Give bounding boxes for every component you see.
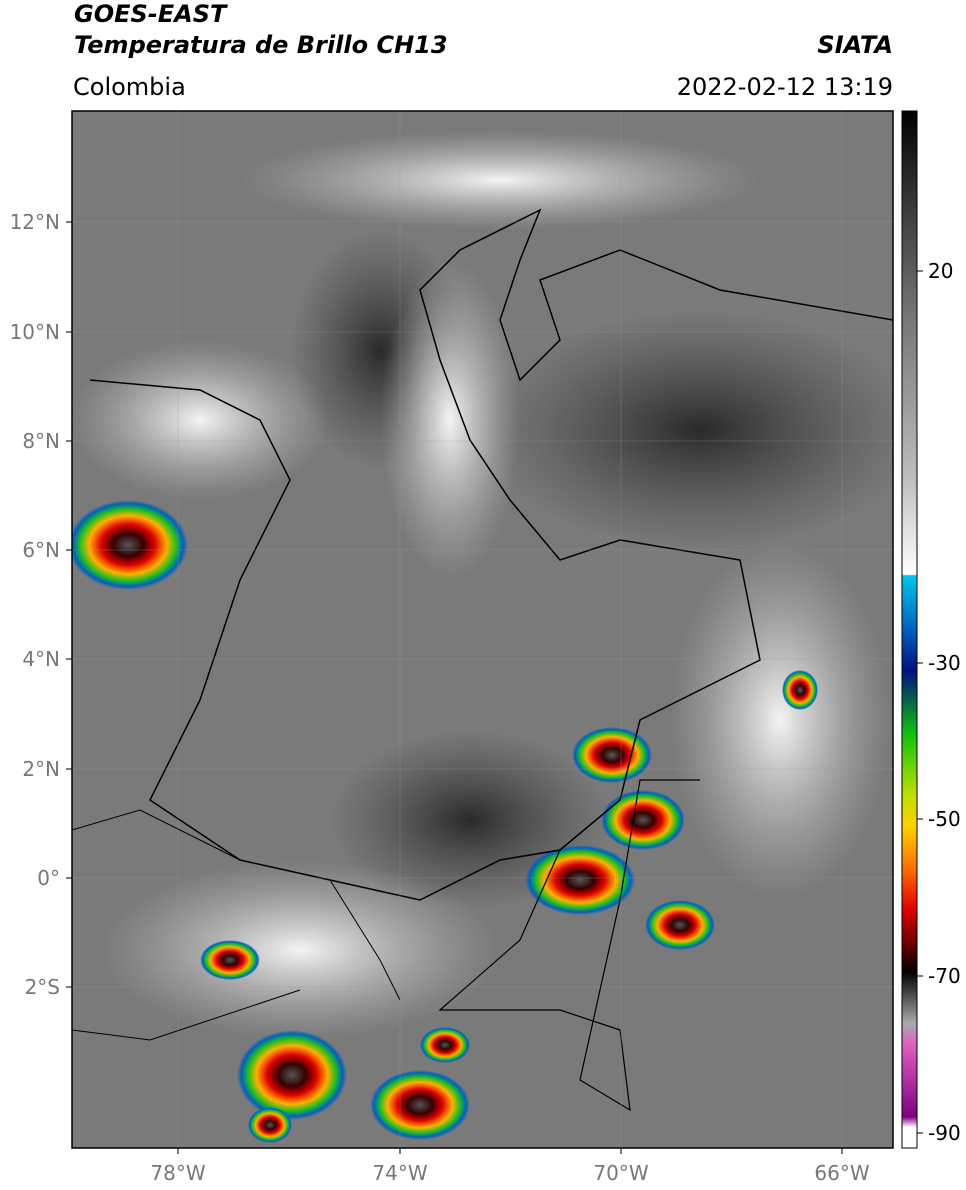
cloud-area	[670, 540, 890, 900]
lon-tick-label: 74°W	[372, 1161, 427, 1185]
storm-cell	[645, 900, 715, 950]
satellite-title: GOES-EAST	[74, 0, 227, 28]
border	[438, 779, 700, 1112]
storm-cell	[237, 1030, 347, 1120]
colorbar-tick-label: 20	[928, 259, 953, 283]
cloud-area	[100, 860, 500, 1040]
cloud-area	[380, 260, 520, 580]
colorbar-tick-label: -70	[928, 964, 961, 988]
storm-cell	[572, 727, 652, 783]
map-frame	[71, 110, 894, 1149]
cloud-area	[240, 130, 760, 230]
colorbar-tick-label: -90	[928, 1121, 961, 1145]
lon-tick-label: 66°W	[814, 1161, 869, 1185]
lon-tick-label: 70°W	[593, 1161, 648, 1185]
storm-cell	[601, 790, 685, 850]
lat-tick-label: 0°	[37, 866, 60, 890]
storm-cell	[370, 1070, 470, 1140]
lon-tick-label: 78°W	[150, 1161, 205, 1185]
lat-tick-label: 2°N	[22, 757, 60, 781]
lat-tick-label: 2°S	[25, 975, 60, 999]
border	[72, 809, 401, 1041]
clear-area	[480, 310, 893, 550]
storm-cell	[72, 500, 188, 590]
product-title: Temperatura de Brillo CH13	[74, 31, 448, 59]
storm-cell	[420, 1027, 470, 1063]
colorbar-tick-label: -30	[928, 651, 961, 675]
lat-tick-label: 8°N	[22, 429, 60, 453]
lat-tick-label: 6°N	[22, 538, 60, 562]
ticks: 12°N 10°N 8°N 6°N 4°N 2°N 0° 2°S 78°W 74°W 70°W 66°…	[10, 111, 961, 1185]
storm-cell	[200, 940, 260, 980]
datetime-label: 2022-02-12 13:19	[676, 73, 893, 101]
region-label: Colombia	[73, 73, 186, 101]
colorbar	[901, 110, 918, 1149]
storm-cell	[525, 845, 635, 915]
lat-tick-label: 10°N	[10, 320, 60, 344]
lat-tick-label: 4°N	[22, 647, 60, 671]
storm-cell	[248, 1107, 292, 1143]
satellite-image	[72, 111, 893, 1148]
colorbar-tick-label: -50	[928, 807, 961, 831]
lat-tick-label: 12°N	[10, 210, 60, 234]
source-label: SIATA	[817, 31, 893, 59]
cloud-area	[72, 340, 330, 500]
storm-cell	[782, 670, 818, 710]
